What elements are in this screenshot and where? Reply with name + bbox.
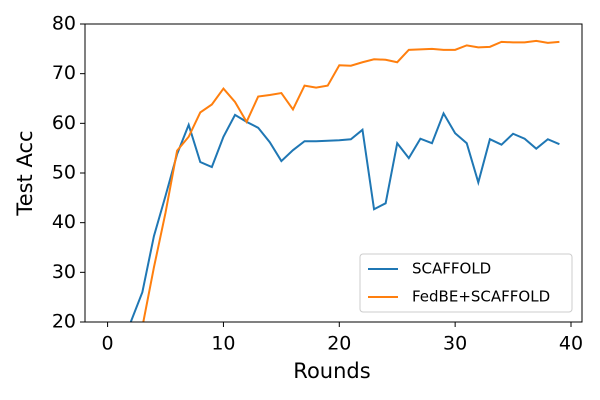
y-tick-label: 70	[52, 62, 76, 84]
x-tick-label: 0	[102, 333, 114, 355]
legend-box	[359, 253, 573, 313]
y-tick-label: 40	[52, 211, 76, 233]
y-tick-label: 60	[52, 112, 76, 134]
series-line	[129, 111, 560, 322]
x-tick-label: 40	[559, 333, 583, 355]
y-tick-label: 30	[52, 261, 76, 283]
plot-area	[129, 39, 560, 322]
series-line	[142, 39, 560, 322]
x-tick-label: 30	[443, 333, 467, 355]
y-tick-label: 20	[52, 311, 76, 333]
legend-label: SCAFFOLD	[412, 260, 491, 278]
y-axis-label: Test Acc	[13, 130, 37, 216]
x-tick-label: 20	[327, 333, 351, 355]
y-tick-label: 50	[52, 162, 76, 184]
x-tick-label: 10	[211, 333, 235, 355]
y-tick-label: 80	[52, 13, 76, 35]
plot-frame	[84, 23, 583, 323]
legend-label: FedBE+SCAFFOLD	[412, 288, 550, 306]
x-axis-label: Rounds	[293, 359, 370, 383]
